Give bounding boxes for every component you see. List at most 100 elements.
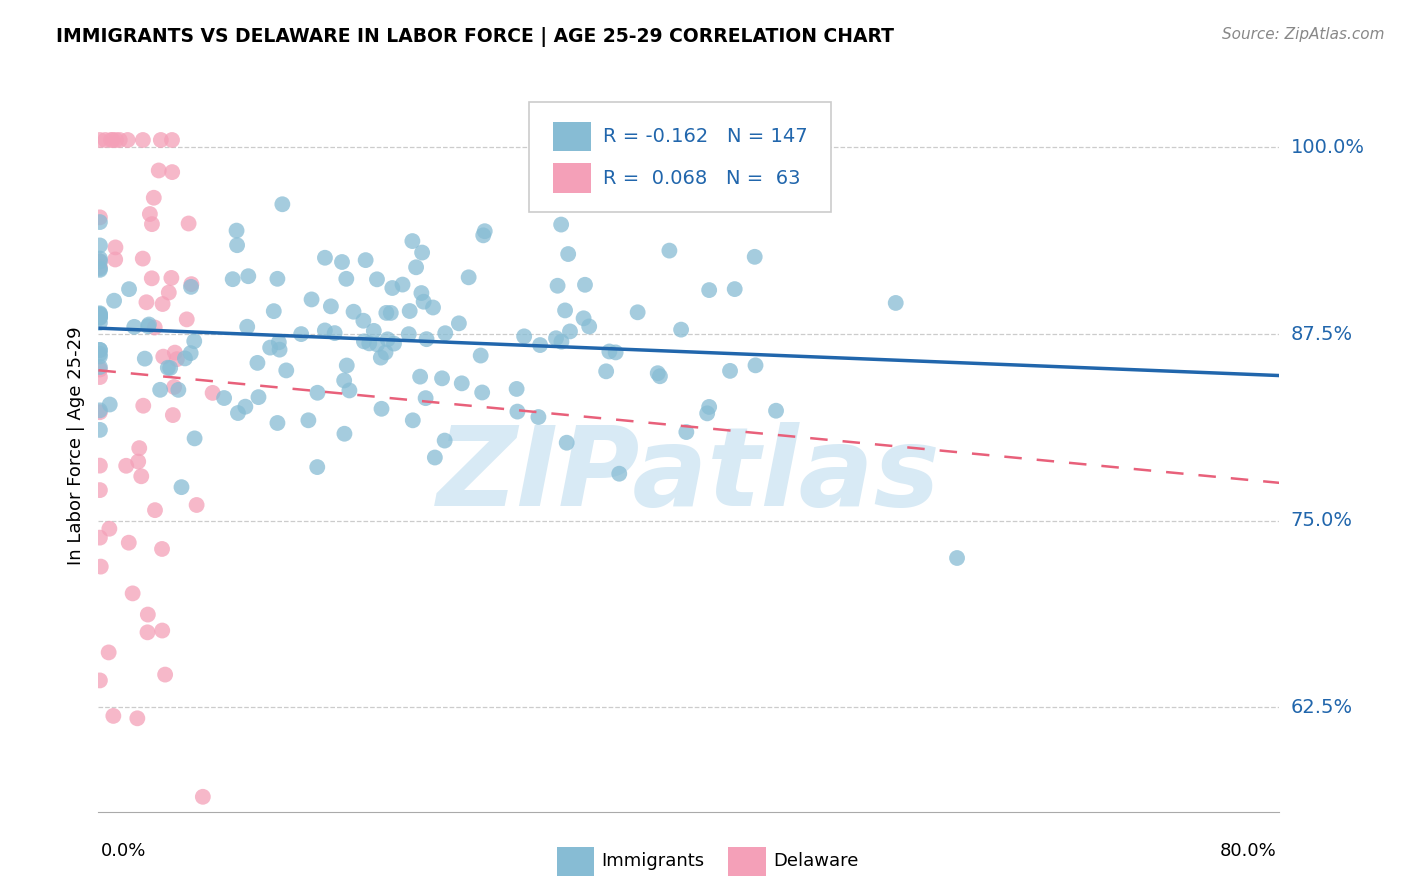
Point — [89, 215, 111, 229]
Point — [89, 211, 111, 225]
Point — [89, 310, 111, 325]
Point — [271, 197, 294, 211]
Point — [157, 285, 180, 300]
Text: R = -0.162   N = 147: R = -0.162 N = 147 — [603, 127, 807, 145]
FancyBboxPatch shape — [728, 847, 766, 876]
Text: 0.0%: 0.0% — [101, 842, 146, 860]
Point — [884, 296, 907, 310]
Point — [89, 343, 111, 357]
Point — [104, 252, 127, 267]
Point — [411, 245, 433, 260]
Point — [550, 218, 572, 232]
Point — [266, 272, 288, 286]
Point — [595, 364, 617, 378]
Point — [246, 356, 269, 370]
Point — [669, 323, 692, 337]
Point — [89, 309, 111, 323]
Point — [354, 253, 377, 268]
Point — [149, 133, 172, 147]
Point — [236, 319, 259, 334]
Point — [375, 306, 398, 320]
Point — [136, 625, 159, 640]
Text: Delaware: Delaware — [773, 853, 858, 871]
Point — [159, 361, 181, 376]
Point — [675, 425, 697, 439]
Point — [352, 314, 374, 328]
Point — [415, 391, 437, 405]
Point — [765, 403, 787, 417]
Point — [297, 413, 319, 427]
Point — [718, 364, 741, 378]
Point — [132, 133, 155, 147]
Point — [696, 406, 718, 420]
Point — [152, 297, 174, 311]
Point — [134, 351, 156, 366]
Point — [128, 441, 150, 455]
Point — [697, 400, 720, 414]
Point — [401, 234, 423, 248]
Text: Immigrants: Immigrants — [602, 853, 704, 871]
Point — [946, 551, 969, 566]
Point — [382, 336, 405, 351]
Point — [412, 294, 434, 309]
Point — [221, 272, 243, 286]
Point — [550, 334, 572, 349]
Point — [89, 260, 111, 274]
Point — [363, 324, 385, 338]
Point — [391, 277, 413, 292]
Point — [90, 559, 112, 574]
Point — [381, 281, 404, 295]
Point — [307, 385, 329, 400]
Point — [103, 293, 125, 308]
Point — [470, 349, 492, 363]
Point — [330, 255, 353, 269]
Point — [411, 286, 433, 301]
Point — [402, 413, 425, 427]
Point — [472, 228, 495, 243]
FancyBboxPatch shape — [553, 121, 591, 151]
Point — [176, 312, 198, 326]
Point — [529, 338, 551, 352]
Point — [152, 350, 174, 364]
Point — [104, 133, 127, 147]
Point — [177, 217, 200, 231]
Point — [269, 343, 291, 357]
Point — [132, 252, 155, 266]
Point — [366, 337, 388, 351]
Point — [160, 165, 183, 179]
Point — [547, 278, 569, 293]
Point — [174, 351, 197, 366]
Point — [544, 331, 567, 345]
Point — [162, 408, 184, 422]
Point — [153, 667, 176, 681]
Point — [422, 301, 444, 315]
Point — [101, 133, 124, 147]
Point — [127, 454, 149, 468]
Point — [226, 406, 249, 420]
Point — [89, 310, 111, 324]
Point — [333, 374, 356, 388]
Point — [557, 247, 579, 261]
Point — [744, 250, 766, 264]
Point — [89, 263, 111, 277]
Point — [333, 426, 356, 441]
Point — [323, 326, 346, 340]
Point — [160, 133, 183, 147]
Point — [247, 390, 270, 404]
Point — [183, 431, 205, 445]
Point — [127, 711, 149, 725]
Point — [339, 384, 361, 398]
Point — [89, 405, 111, 419]
Point — [335, 272, 357, 286]
Point — [104, 240, 127, 254]
Point — [578, 319, 600, 334]
Point — [555, 435, 578, 450]
Point — [89, 316, 111, 330]
Point — [100, 133, 122, 147]
Point — [366, 272, 388, 286]
Point — [434, 326, 457, 341]
Text: 87.5%: 87.5% — [1291, 325, 1353, 343]
Point — [377, 332, 399, 346]
Point — [98, 522, 121, 536]
Point — [259, 341, 281, 355]
